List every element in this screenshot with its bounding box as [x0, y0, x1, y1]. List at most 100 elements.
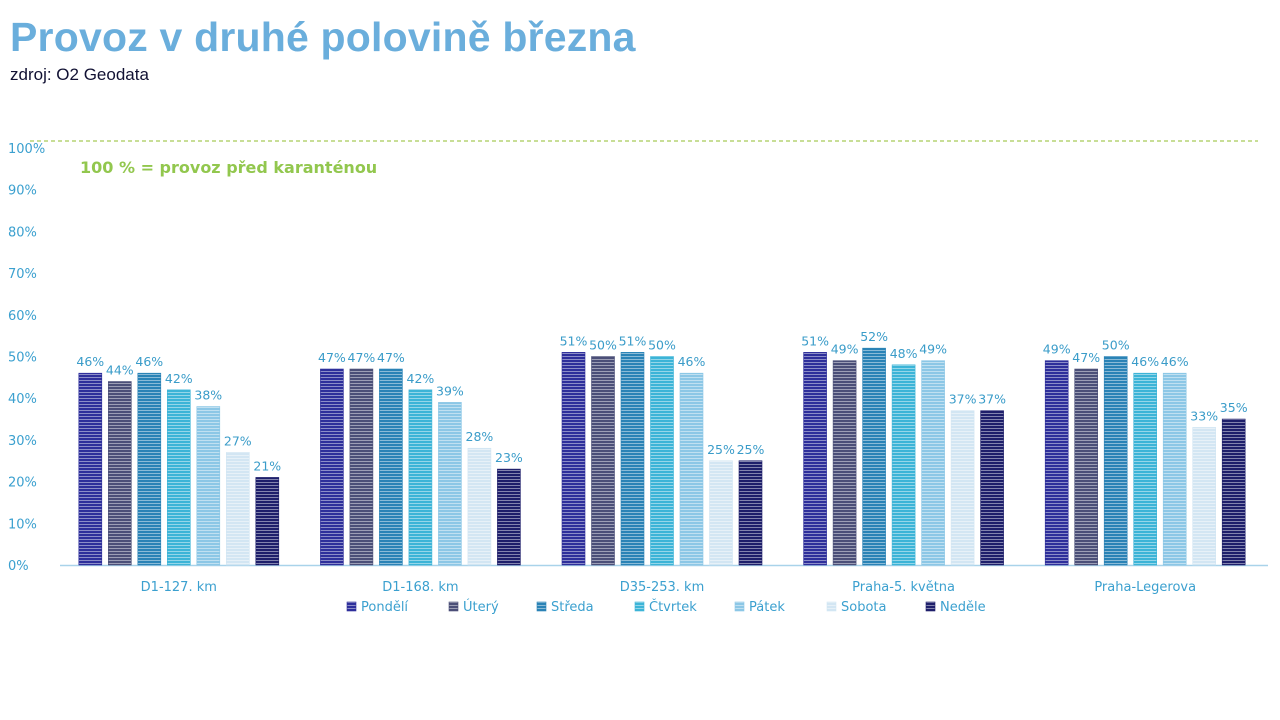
data-label: 44% — [106, 363, 134, 378]
bar-nedele-praha-5-kvetna — [980, 410, 1004, 566]
bar-streda-praha-5-kvetna — [862, 347, 886, 566]
y-axis-ticks: 0% 10% 20% 30% 40% 50% 60% 70% 80% 90% 100% — [8, 142, 1268, 574]
y-tick-label: 70% — [8, 267, 37, 282]
reference-line-label: 100 % = provoz před karanténou — [80, 158, 377, 177]
x-axis-categories: D1-127. km D1-168. km D35-253. km Praha-5. … — [141, 580, 1196, 595]
legend-label: Úterý — [463, 599, 499, 615]
bar-patek-d1-127-km — [196, 406, 221, 566]
data-label: 51% — [801, 333, 829, 348]
bar-ctvrtek-d1-168-km — [408, 389, 433, 566]
bar-nedele-d1-127-km — [255, 477, 280, 566]
data-label: 25% — [737, 442, 765, 457]
bar-nedele-d35-253-km — [738, 460, 763, 566]
data-label: 48% — [890, 346, 918, 361]
legend-item-ctvrtek: Čtvrtek — [634, 599, 697, 615]
data-label: 39% — [436, 383, 464, 398]
bar-patek-d35-253-km — [679, 372, 704, 566]
legend-label: Sobota — [841, 600, 886, 615]
data-label: 37% — [949, 392, 977, 407]
y-tick-label: 10% — [8, 517, 37, 532]
legend-item-sobota: Sobota — [826, 600, 886, 615]
y-tick-label: 90% — [8, 184, 37, 199]
data-label: 52% — [860, 329, 888, 344]
bar-sobota-d1-127-km — [226, 452, 250, 566]
data-label: 49% — [1043, 342, 1071, 357]
y-tick-label: 40% — [8, 392, 37, 407]
legend-swatch — [346, 601, 357, 612]
bar-patek-praha-5-kvetna — [921, 360, 945, 566]
bar-sobota-d1-168-km — [467, 447, 492, 566]
data-label: 46% — [76, 354, 104, 369]
data-label: 42% — [407, 371, 435, 386]
data-label: 49% — [831, 342, 859, 357]
data-label: 28% — [466, 429, 494, 444]
y-tick-label: 50% — [8, 351, 37, 366]
legend-label: Středa — [551, 600, 594, 615]
x-category-label: Praha-5. května — [852, 580, 955, 595]
bar-patek-d1-168-km — [438, 402, 462, 566]
data-label: 35% — [1220, 400, 1248, 415]
data-label: 33% — [1190, 408, 1218, 423]
x-category-label: D1-168. km — [382, 580, 458, 595]
data-label: 27% — [224, 433, 252, 448]
bar-streda-d1-127-km — [137, 372, 162, 566]
bar-sobota-praha-5-kvetna — [950, 410, 975, 566]
data-label: 25% — [707, 442, 735, 457]
bar-sobota-d35-253-km — [709, 460, 733, 566]
bar-streda-d35-253-km — [620, 352, 645, 566]
legend-swatch — [448, 601, 459, 612]
x-category-label: D35-253. km — [620, 580, 705, 595]
y-tick-label: 0% — [8, 559, 29, 574]
page-title: Provoz v druhé polovině března — [10, 14, 636, 60]
legend-item-nedele: Neděle — [925, 600, 986, 615]
data-label: 38% — [194, 388, 222, 403]
bar-utery-praha-legerova — [1074, 368, 1098, 566]
legend-label: Neděle — [940, 600, 986, 615]
bar-utery-d35-253-km — [591, 356, 615, 566]
data-label: 50% — [648, 338, 676, 353]
legend-swatch — [634, 601, 645, 612]
y-tick-label: 30% — [8, 434, 37, 449]
data-label: 42% — [165, 371, 193, 386]
data-label: 50% — [589, 338, 617, 353]
y-tick-label: 80% — [8, 225, 37, 240]
bar-ctvrtek-d35-253-km — [650, 356, 674, 566]
legend-label: Čtvrtek — [649, 599, 697, 615]
bar-pondeli-praha-5-kvetna — [803, 352, 827, 566]
bar-utery-praha-5-kvetna — [832, 360, 857, 566]
legend: Pondělí Úterý Středa Čtvrtek Pátek Sobota Nedě… — [346, 599, 986, 615]
y-tick-label: 100% — [8, 142, 45, 157]
bar-pondeli-d1-168-km — [320, 368, 344, 566]
data-label: 47% — [348, 350, 376, 365]
bar-pondeli-d1-127-km — [78, 372, 103, 566]
legend-swatch — [826, 601, 837, 612]
data-label: 49% — [919, 342, 947, 357]
x-category-label: D1-127. km — [141, 580, 217, 595]
data-label: 50% — [1102, 338, 1130, 353]
legend-item-streda: Středa — [536, 600, 594, 615]
data-label: 46% — [1161, 354, 1189, 369]
bar-ctvrtek-praha-5-kvetna — [891, 364, 916, 566]
legend-item-patek: Pátek — [734, 600, 785, 615]
data-label: 51% — [560, 333, 588, 348]
data-label: 21% — [253, 458, 281, 473]
bar-ctvrtek-d1-127-km — [167, 389, 191, 566]
legend-swatch — [925, 601, 936, 612]
source-subtitle: zdroj: O2 Geodata — [10, 65, 149, 84]
bar-ctvrtek-praha-legerova — [1133, 372, 1157, 566]
data-labels: 46%44%46%42%38%27%21%47% 47% 47%42%39%28%2… — [76, 329, 1247, 473]
legend-label: Pondělí — [361, 600, 408, 615]
legend-swatch — [536, 601, 547, 612]
data-label: 37% — [978, 392, 1006, 407]
bar-pondeli-d35-253-km — [561, 352, 586, 566]
bar-nedele-praha-legerova — [1221, 418, 1246, 566]
bars — [78, 347, 1246, 566]
reference-line-group: 100 % = provoz před karanténou — [30, 140, 1258, 177]
bar-utery-d1-168-km — [349, 368, 374, 566]
bar-streda-praha-legerova — [1103, 356, 1128, 566]
y-tick-label: 20% — [8, 476, 37, 491]
y-tick-label: 60% — [8, 309, 37, 324]
bar-streda-d1-168-km — [379, 368, 403, 566]
data-label: 46% — [678, 354, 706, 369]
